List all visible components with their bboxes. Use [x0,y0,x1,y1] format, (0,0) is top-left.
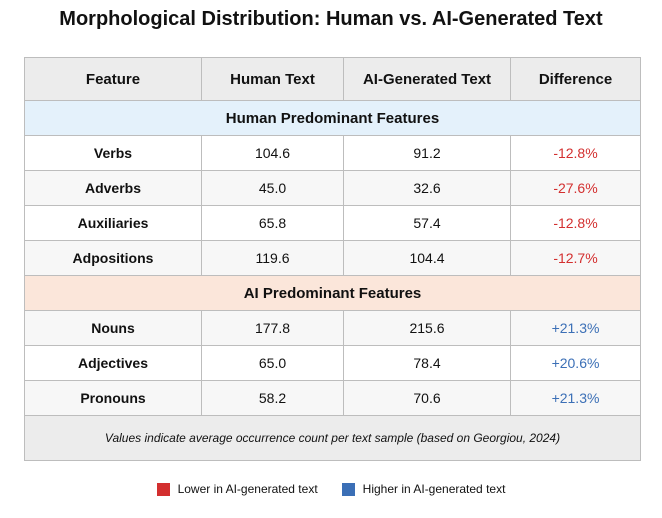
human-value: 119.6 [201,240,344,276]
section-row: Human Predominant Features [24,100,641,136]
note: Values indicate average occurrence count… [24,415,641,461]
feature: Verbs [24,135,202,171]
ai-value: 215.6 [343,310,511,346]
difference: -12.7% [510,240,641,276]
human-value: 58.2 [201,380,344,416]
legend-item: Higher in AI-generated text [341,482,506,496]
column-header: AI-Generated Text [343,57,511,101]
difference: -12.8% [510,135,641,171]
difference: +21.3% [510,310,641,346]
data-row: Adjectives 65.0 78.4 +20.6% [24,345,641,381]
legend-item: Lower in AI-generated text [156,482,318,496]
legend-swatch [156,482,170,496]
section-title: AI Predominant Features [24,275,641,311]
human-value: 65.8 [201,205,344,241]
table: Feature Human Text AI-Generated Text Differ… [24,57,641,461]
data-row: Adverbs 45.0 32.6 -27.6% [24,170,641,206]
data-row: Nouns 177.8 215.6 +21.3% [24,310,641,346]
column-header: Human Text [201,57,344,101]
feature: Adpositions [24,240,202,276]
feature: Pronouns [24,380,202,416]
data-row: Auxiliaries 65.8 57.4 -12.8% [24,205,641,241]
legend-label: Lower in AI-generated text [177,482,318,496]
ai-value: 57.4 [343,205,511,241]
section-title: Human Predominant Features [24,100,641,136]
difference: -27.6% [510,170,641,206]
ai-value: 104.4 [343,240,511,276]
ai-value: 70.6 [343,380,511,416]
data-row: Verbs 104.6 91.2 -12.8% [24,135,641,171]
difference: +21.3% [510,380,641,416]
human-value: 177.8 [201,310,344,346]
human-value: 65.0 [201,345,344,381]
human-value: 104.6 [201,135,344,171]
feature: Adverbs [24,170,202,206]
column-header: Feature [24,57,202,101]
ai-value: 32.6 [343,170,511,206]
legend-label: Higher in AI-generated text [362,482,506,496]
header-row: Feature Human Text AI-Generated Text Differ… [24,57,641,101]
feature: Nouns [24,310,202,346]
difference: +20.6% [510,345,641,381]
human-value: 45.0 [201,170,344,206]
ai-value: 91.2 [343,135,511,171]
data-row: Adpositions 119.6 104.4 -12.7% [24,240,641,276]
difference: -12.8% [510,205,641,241]
data-row: Pronouns 58.2 70.6 +21.3% [24,380,641,416]
table-body: Human Predominant Features Verbs 104.6 91.2… [24,100,641,461]
legend: Lower in AI-generated text Higher in AI-g… [0,482,662,496]
section-row: AI Predominant Features [24,275,641,311]
column-header: Difference [510,57,641,101]
title: Morphological Distribution: Human vs. AI… [59,8,603,30]
feature: Adjectives [24,345,202,381]
feature: Auxiliaries [24,205,202,241]
legend-swatch [341,482,355,496]
note-row: Values indicate average occurrence count… [24,415,641,461]
ai-value: 78.4 [343,345,511,381]
